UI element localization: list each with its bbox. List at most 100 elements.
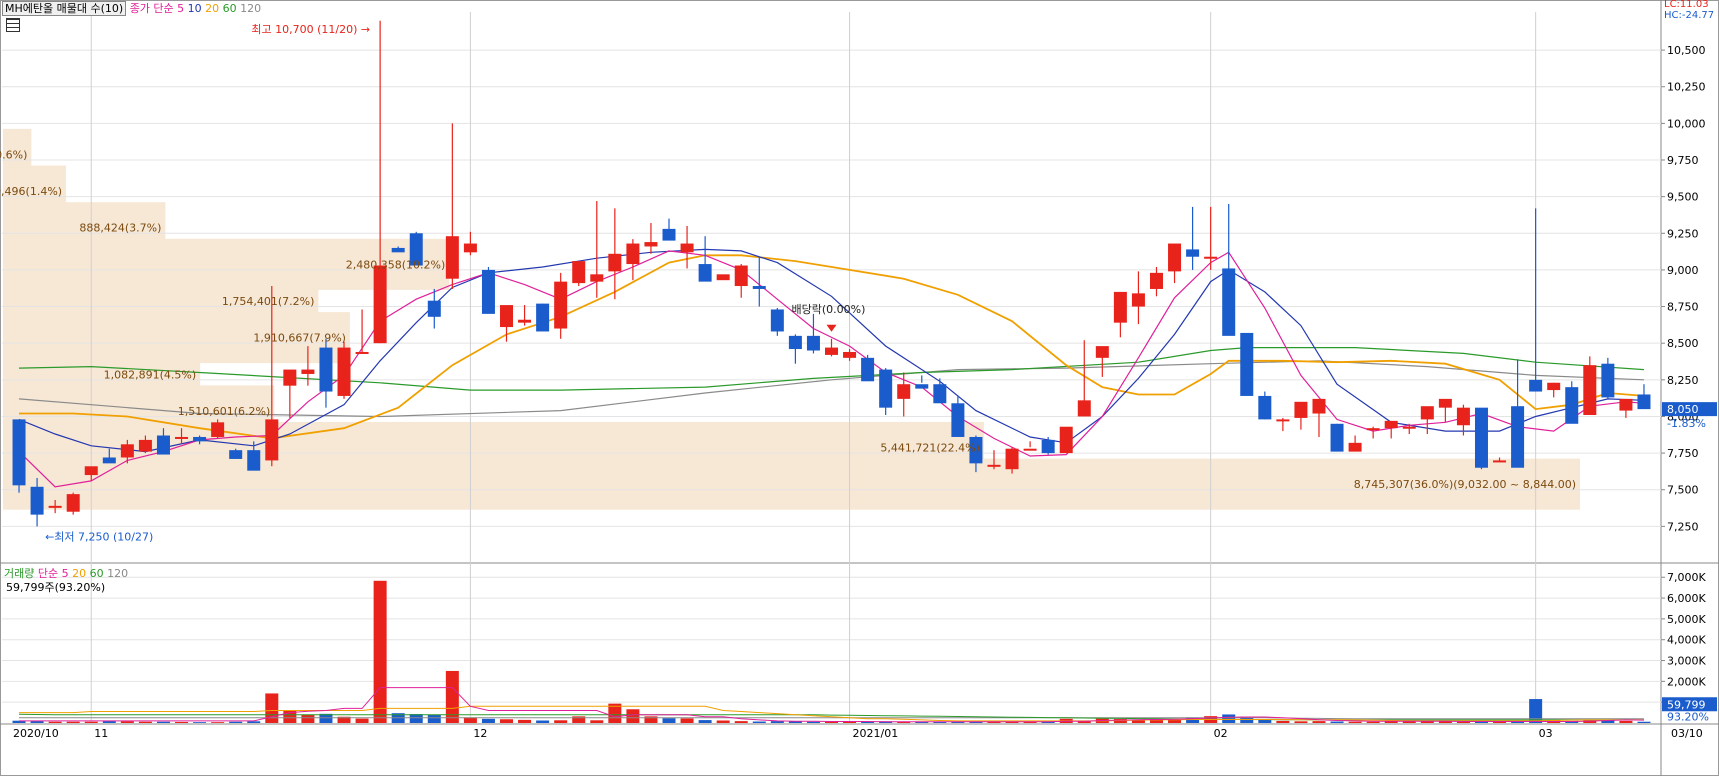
candle-down bbox=[1258, 395, 1272, 420]
volume-profile-label: 2,480,358(10.2%) bbox=[346, 258, 446, 271]
candle-down bbox=[319, 347, 333, 392]
volume-tick-label: 3,000K bbox=[1667, 655, 1706, 668]
volume-bar bbox=[48, 721, 62, 723]
candle-up bbox=[1384, 420, 1398, 429]
volume-bar bbox=[12, 720, 26, 723]
volume-tick-label: 7,000K bbox=[1667, 571, 1706, 584]
candle-up bbox=[825, 347, 838, 355]
volume-bar bbox=[1438, 721, 1452, 723]
candle-up bbox=[572, 261, 586, 284]
volume-header: 거래량 단순 5 20 60 120 bbox=[4, 565, 128, 581]
candle-down bbox=[752, 286, 766, 289]
candle-down bbox=[1240, 332, 1254, 396]
vol-ma120-line bbox=[19, 717, 1644, 720]
volume-bar bbox=[463, 717, 477, 723]
candle-down bbox=[102, 457, 116, 464]
candle-up bbox=[1204, 256, 1218, 259]
ma20-label: 20 bbox=[205, 2, 220, 15]
candle-up bbox=[1276, 419, 1290, 422]
candle-up bbox=[716, 274, 730, 281]
candle-down bbox=[915, 384, 929, 389]
candle-up bbox=[463, 243, 477, 253]
current-change-label: -1.83% bbox=[1667, 417, 1706, 430]
candle-up bbox=[1149, 272, 1163, 289]
candle-down bbox=[806, 335, 820, 351]
candle-down bbox=[1565, 387, 1579, 424]
volume-bar bbox=[1456, 721, 1470, 723]
price-tick-label: 10,000 bbox=[1667, 117, 1706, 130]
candle-down bbox=[229, 450, 243, 459]
candle-up bbox=[1366, 428, 1380, 431]
candle-down bbox=[1041, 439, 1055, 454]
candle-down bbox=[12, 419, 26, 486]
current-volume-badge bbox=[1662, 697, 1717, 712]
volume-bar bbox=[1348, 721, 1362, 723]
candle-up bbox=[590, 274, 604, 282]
ma5-line bbox=[18, 250, 1645, 488]
volume-bar bbox=[915, 721, 929, 723]
candle-up bbox=[337, 347, 351, 396]
volume-profile-label: 888,424(3.7%) bbox=[79, 222, 161, 235]
candle-down bbox=[409, 233, 423, 266]
hc-label: HC:-24.77 bbox=[1664, 10, 1715, 21]
volume-bar bbox=[590, 720, 604, 723]
ma20-line bbox=[19, 254, 1645, 440]
x-tick-label: 2021/01 bbox=[853, 727, 899, 740]
price-tick-label: 7,250 bbox=[1667, 520, 1699, 533]
candle-down bbox=[481, 269, 495, 314]
volume-bar bbox=[1619, 720, 1633, 723]
candle-up bbox=[1059, 426, 1073, 454]
dividend-arrow-icon bbox=[826, 324, 837, 332]
candle-down bbox=[770, 309, 784, 332]
volume-bar bbox=[518, 719, 532, 723]
candle-up bbox=[1456, 407, 1470, 426]
volume-bar bbox=[1474, 721, 1488, 723]
ma120-label: 120 bbox=[240, 2, 262, 15]
volume-bar bbox=[698, 720, 712, 723]
volume-bar bbox=[1384, 721, 1398, 723]
price-tick-label: 7,750 bbox=[1667, 447, 1699, 460]
current-price-badge bbox=[1662, 402, 1717, 417]
price-tick-label: 9,000 bbox=[1667, 264, 1699, 277]
candle-down bbox=[1601, 363, 1615, 398]
candle-down bbox=[861, 357, 875, 382]
volume-bar bbox=[1493, 721, 1507, 723]
volume-tick-label: 2,000K bbox=[1667, 675, 1706, 688]
volume-profile-label: 1,754,401(7.2%) bbox=[222, 295, 315, 308]
candle-up bbox=[283, 369, 297, 386]
volume-profile-label: 8,745,307(36.0%)(9,032.00 ~ 8,844.00) bbox=[1354, 478, 1576, 491]
candle-up bbox=[626, 243, 640, 265]
candle-up bbox=[1312, 398, 1326, 414]
candle-down bbox=[156, 435, 170, 455]
volume-bar bbox=[1186, 717, 1200, 723]
volume-bar bbox=[445, 670, 459, 723]
grid-icon[interactable] bbox=[6, 18, 20, 32]
candle-down bbox=[1637, 394, 1651, 410]
ma10-label: 10 bbox=[187, 2, 202, 15]
candle-up bbox=[1402, 426, 1416, 429]
volume-bar bbox=[409, 714, 423, 723]
candle-up bbox=[1077, 400, 1091, 417]
candle-up bbox=[66, 494, 80, 512]
volume-title: 거래량 bbox=[4, 567, 35, 580]
candle-up bbox=[897, 384, 911, 399]
volume-bar bbox=[211, 722, 225, 723]
candle-up bbox=[265, 419, 279, 461]
price-tick-label: 10,250 bbox=[1667, 81, 1706, 94]
volume-bar bbox=[825, 721, 838, 723]
volume-bar bbox=[301, 714, 315, 723]
candle-down bbox=[30, 486, 44, 515]
chart-title[interactable]: MH에탄올 매물대 수(10) bbox=[2, 1, 127, 16]
candle-up bbox=[500, 305, 514, 328]
volume-bar bbox=[626, 709, 640, 723]
candle-up bbox=[1583, 365, 1597, 415]
candle-up bbox=[138, 439, 152, 452]
volume-bar bbox=[554, 720, 568, 723]
candle-up bbox=[1294, 401, 1308, 418]
volume-bar bbox=[897, 721, 911, 723]
volume-bar bbox=[716, 720, 730, 723]
candle-up bbox=[1023, 448, 1037, 451]
candle-up bbox=[211, 422, 225, 437]
volume-bar bbox=[806, 721, 820, 723]
